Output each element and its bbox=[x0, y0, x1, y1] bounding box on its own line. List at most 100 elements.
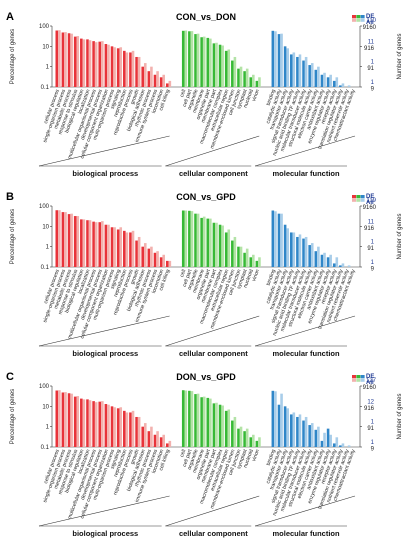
bar-de bbox=[141, 66, 145, 87]
legend-swatch-de bbox=[352, 15, 356, 19]
legend-swatch-all bbox=[356, 18, 361, 22]
bar-de bbox=[73, 216, 77, 267]
bar-all bbox=[94, 402, 98, 447]
right-tick-all-label: 9 bbox=[371, 267, 375, 273]
right-tick-de-label: 1 bbox=[371, 80, 375, 86]
bar-all bbox=[70, 393, 73, 447]
bar-all bbox=[82, 399, 86, 447]
y-tick-label: 0.1 bbox=[41, 445, 50, 451]
bar-all bbox=[190, 31, 194, 87]
bar-de bbox=[147, 71, 151, 87]
bar-de bbox=[116, 229, 120, 267]
bar-de bbox=[61, 392, 65, 447]
bar-de bbox=[194, 394, 197, 447]
bar-all bbox=[221, 225, 224, 267]
x-tick-label: binding bbox=[266, 449, 277, 467]
bar-de bbox=[277, 34, 281, 87]
bar-all bbox=[125, 412, 129, 447]
bar-de bbox=[237, 428, 240, 447]
bar-all bbox=[137, 56, 141, 87]
bar-de bbox=[153, 434, 157, 447]
bar-all bbox=[88, 40, 92, 87]
x-tick-label: cell bbox=[179, 449, 187, 458]
bar-de bbox=[110, 46, 114, 87]
bar-all bbox=[215, 402, 218, 447]
bar-de bbox=[104, 404, 108, 447]
legend-de-label: DE bbox=[366, 14, 374, 20]
right-tick-all-label: 91 bbox=[367, 66, 374, 72]
bar-all bbox=[113, 407, 116, 447]
bar-all bbox=[76, 216, 80, 267]
bar-de bbox=[277, 213, 281, 267]
bar-all bbox=[245, 428, 249, 447]
bar-de bbox=[165, 83, 169, 87]
bar-de bbox=[212, 403, 216, 447]
bar-all bbox=[310, 423, 314, 447]
bar-de bbox=[224, 50, 228, 87]
bar-all bbox=[335, 77, 339, 87]
bar-all bbox=[76, 396, 80, 447]
bar-de bbox=[98, 41, 102, 87]
bar-de bbox=[159, 257, 163, 267]
bar-de bbox=[339, 85, 342, 87]
right-tick-de-label: 11 bbox=[368, 39, 375, 45]
bar-de bbox=[98, 222, 102, 267]
bar-all bbox=[298, 234, 302, 267]
bar-all bbox=[304, 56, 308, 87]
right-tick-all-label: 91 bbox=[367, 246, 374, 252]
bar-de bbox=[92, 41, 95, 87]
bar-all bbox=[58, 30, 61, 88]
bar-de bbox=[116, 408, 120, 447]
x-tick-label: virion bbox=[251, 449, 261, 463]
bar-de bbox=[206, 218, 210, 267]
bar-all bbox=[274, 391, 277, 447]
bar-all bbox=[252, 434, 255, 447]
bar-de bbox=[110, 406, 114, 447]
bar-all bbox=[227, 409, 231, 447]
bar-all bbox=[317, 426, 320, 447]
bar-all bbox=[113, 227, 116, 267]
bar-de bbox=[67, 393, 71, 447]
bar-de bbox=[218, 224, 222, 267]
right-tick-all-label: 916 bbox=[364, 46, 375, 52]
bar-all bbox=[221, 45, 224, 87]
y-tick-label: 0.1 bbox=[41, 85, 50, 91]
panel-label: B bbox=[6, 191, 14, 203]
bar-all bbox=[70, 213, 73, 267]
bar-all bbox=[329, 254, 332, 267]
bar-all bbox=[347, 85, 351, 87]
right-tick-de-label: 119 bbox=[366, 198, 376, 204]
bar-all bbox=[202, 396, 206, 447]
bar-de bbox=[55, 210, 59, 267]
bar-de bbox=[165, 443, 169, 447]
bar-all bbox=[304, 416, 308, 447]
bar-all bbox=[162, 254, 165, 267]
x-tick-label: virion bbox=[251, 269, 261, 283]
x-tick-label: virion bbox=[251, 89, 261, 103]
bar-all bbox=[239, 246, 243, 267]
group-bracket-line bbox=[38, 315, 170, 347]
bar-de bbox=[308, 245, 311, 267]
bar-de bbox=[80, 219, 83, 267]
bar-all bbox=[202, 36, 206, 87]
y-tick-label: 100 bbox=[39, 24, 50, 30]
bar-de bbox=[116, 48, 120, 87]
bar-all bbox=[335, 437, 339, 447]
right-tick-all-label: 91 bbox=[367, 426, 374, 432]
group-label: cellular component bbox=[179, 169, 248, 178]
bar-de bbox=[320, 440, 324, 447]
bar-all bbox=[137, 416, 141, 447]
bar-de bbox=[206, 397, 210, 447]
bar-de bbox=[332, 443, 336, 447]
bar-de bbox=[206, 37, 210, 87]
right-tick-de-label: 127 bbox=[366, 378, 377, 384]
group-bracket-line bbox=[165, 315, 260, 347]
right-tick-de-label: 1 bbox=[371, 420, 375, 426]
bar-de bbox=[224, 410, 228, 447]
bar-de bbox=[159, 437, 163, 447]
bar-all bbox=[215, 222, 218, 267]
bar-all bbox=[144, 423, 147, 447]
bar-all bbox=[252, 74, 255, 87]
